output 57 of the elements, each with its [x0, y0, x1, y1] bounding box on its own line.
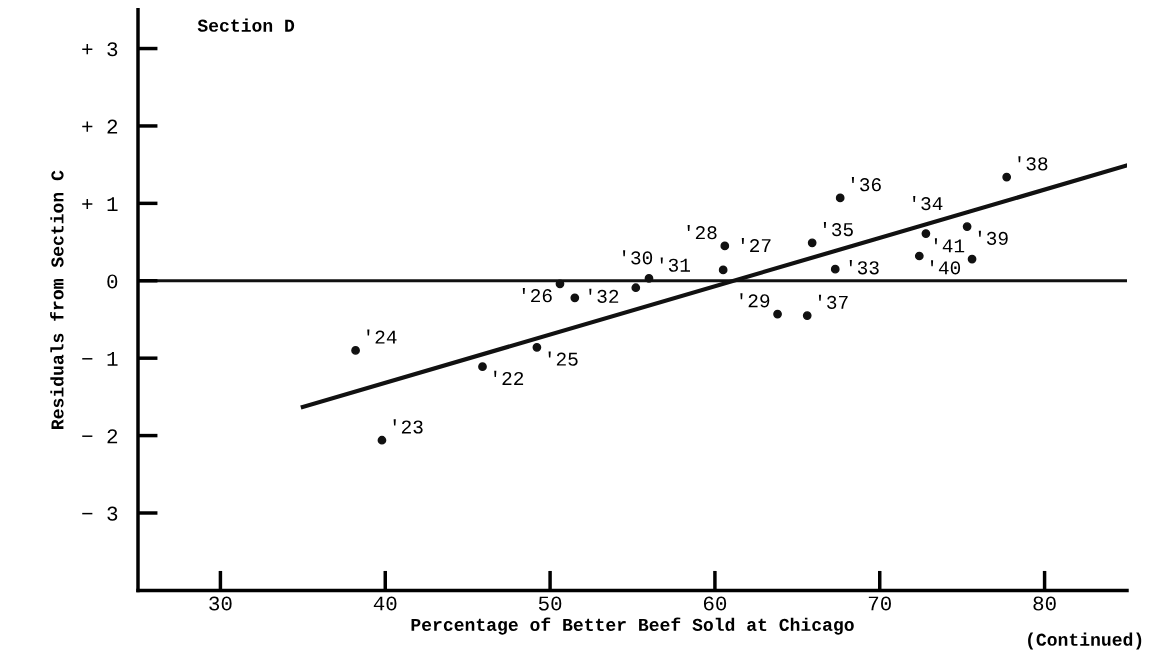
- point: [914, 251, 924, 261]
- point: [802, 311, 812, 320]
- point: [720, 241, 730, 251]
- point: [532, 342, 542, 352]
- point: [644, 274, 654, 283]
- text: (Continued): [1028, 632, 1142, 650]
- annotation: '24: [367, 329, 397, 344]
- y-tick-label: 0: [107, 274, 118, 289]
- y-tick-label: − 2: [82, 429, 118, 444]
- annotation: '22: [494, 370, 524, 385]
- y-tick-label: + 1: [82, 197, 118, 211]
- point: [921, 229, 931, 238]
- y-tick-label: + 3: [82, 42, 118, 57]
- annotation: '29: [740, 293, 770, 308]
- annotation: '33: [849, 260, 879, 275]
- point: [1002, 172, 1012, 182]
- annotation: '23: [393, 419, 423, 434]
- annotation: '34: [913, 195, 943, 211]
- y-tick-label: − 3: [82, 506, 118, 521]
- annotation: '40: [931, 260, 961, 275]
- point: [967, 254, 977, 264]
- y-tick-label: + 2: [82, 119, 118, 134]
- point: [835, 193, 845, 203]
- annotation: '36: [851, 177, 881, 192]
- point: [351, 346, 360, 355]
- x-tick-label: 70: [868, 596, 891, 611]
- x-tick-label: 30: [209, 596, 232, 611]
- annotation: '39: [978, 230, 1008, 246]
- y-axis-title: Residuals from Section C: [50, 170, 64, 429]
- annotation: '27: [741, 237, 771, 253]
- annotation: '31: [660, 257, 690, 272]
- chart-title: Section D: [197, 18, 295, 32]
- x-tick-label: 50: [538, 596, 562, 611]
- annotation: '35: [823, 221, 853, 237]
- annotation: '25: [548, 351, 578, 366]
- point: [478, 362, 487, 372]
- point: [555, 279, 565, 289]
- y-tick-label: − 1: [82, 352, 118, 366]
- annotation: '37: [818, 294, 848, 309]
- point: [807, 238, 817, 248]
- annotation: '32: [589, 288, 619, 304]
- point: [631, 283, 641, 293]
- x-axis-title: Percentage of Better Beef Sold at Chicago: [411, 617, 854, 635]
- x-tick-label: 80: [1033, 596, 1056, 611]
- point: [377, 435, 387, 445]
- point: [718, 265, 728, 275]
- annotation: '28: [687, 225, 717, 240]
- annotation: '38: [1018, 156, 1048, 171]
- annotation: '26: [522, 288, 552, 303]
- point: [830, 264, 840, 274]
- annotation: '30: [623, 250, 653, 265]
- x-tick-label: 60: [703, 596, 727, 611]
- x-tick-label: 40: [373, 596, 397, 611]
- point: [570, 293, 580, 303]
- annotation: '41: [934, 238, 965, 253]
- point: [962, 222, 972, 231]
- point: [773, 309, 782, 319]
